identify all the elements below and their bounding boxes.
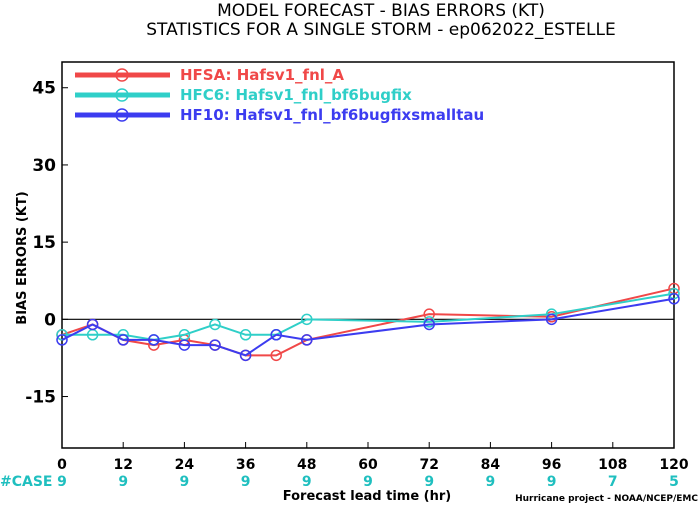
y-tick-label: -15 <box>25 388 56 408</box>
credit-text: Hurricane project - NOAA/NCEP/EMC <box>515 494 698 504</box>
x-tick-label: 84 <box>481 457 501 473</box>
case-count: 9 <box>547 474 557 490</box>
legend-label: HF10: Hafsv1_fnl_bf6bugfixsmalltau <box>180 106 484 124</box>
data-point <box>209 339 221 351</box>
case-count: 9 <box>302 474 312 490</box>
data-point <box>117 334 129 346</box>
case-count: 9 <box>486 474 496 490</box>
data-point <box>301 313 313 326</box>
legend-entry: HFC6: Hafsv1_fnl_bf6bugfix <box>75 86 412 104</box>
data-point <box>209 318 221 331</box>
y-tick-label: 45 <box>32 79 56 99</box>
legend-marker <box>115 68 129 82</box>
data-point <box>545 313 558 326</box>
data-point <box>668 287 680 300</box>
case-count: 5 <box>669 474 679 490</box>
x-tick-label: 60 <box>358 457 378 473</box>
case-count: 9 <box>57 474 67 490</box>
chart-subtitle: STATISTICS FOR A SINGLE STORM - ep062022… <box>146 20 616 40</box>
data-point <box>86 318 99 331</box>
legend-marker <box>115 108 129 122</box>
x-tick-label: 120 <box>659 457 688 473</box>
x-tick-labels: 0 12 24 36 48 60 72 84 96 108 120 <box>57 442 689 473</box>
data-point <box>56 334 68 346</box>
x-tick-label: 36 <box>236 457 255 473</box>
y-tick-labels: -15 0 15 30 45 <box>25 79 68 408</box>
legend-label: HFC6: Hafsv1_fnl_bf6bugfix <box>180 86 412 104</box>
case-count: 9 <box>424 474 434 490</box>
data-point <box>301 334 313 346</box>
data-point <box>178 339 191 351</box>
y-tick-label: 15 <box>32 233 56 253</box>
series-layer <box>56 282 680 362</box>
case-count-row: #CASE 9 9 9 9 9 9 9 9 9 7 5 <box>0 474 679 490</box>
data-point <box>423 318 435 331</box>
data-point <box>270 349 282 362</box>
x-axis-label: Forecast lead time (hr) <box>283 489 451 504</box>
x-tick-label: 0 <box>57 457 67 473</box>
case-count: 9 <box>118 474 128 490</box>
x-tick-label: 72 <box>419 457 438 473</box>
legend-marker <box>115 88 129 102</box>
data-point <box>148 334 160 346</box>
case-count: 9 <box>241 474 251 490</box>
legend: HFSA: Hafsv1_fnl_A HFC6: Hafsv1_fnl_bf6bu… <box>75 66 484 124</box>
case-count: 9 <box>180 474 190 490</box>
data-point <box>239 349 252 362</box>
x-tick-label: 48 <box>297 457 316 473</box>
x-tick-label: 96 <box>542 457 561 473</box>
case-count: 7 <box>608 474 618 490</box>
series-2 <box>56 292 680 362</box>
data-point <box>270 329 282 341</box>
y-tick-label: 0 <box>44 310 56 330</box>
data-point <box>668 292 680 305</box>
y-axis-label: BIAS ERRORS (KT) <box>15 191 30 324</box>
x-tick-label: 12 <box>113 457 132 473</box>
case-label: #CASE <box>0 474 53 490</box>
series-0 <box>56 282 680 362</box>
y-tick-label: 30 <box>32 156 56 176</box>
legend-label: HFSA: Hafsv1_fnl_A <box>180 66 344 84</box>
case-count: 9 <box>363 474 373 490</box>
data-point <box>239 329 252 341</box>
legend-entry: HF10: Hafsv1_fnl_bf6bugfixsmalltau <box>75 106 484 124</box>
x-tick-label: 108 <box>598 457 627 473</box>
chart-title: MODEL FORECAST - BIAS ERRORS (KT) <box>217 1 545 21</box>
x-tick-label: 24 <box>175 457 195 473</box>
legend-entry: HFSA: Hafsv1_fnl_A <box>75 66 344 84</box>
